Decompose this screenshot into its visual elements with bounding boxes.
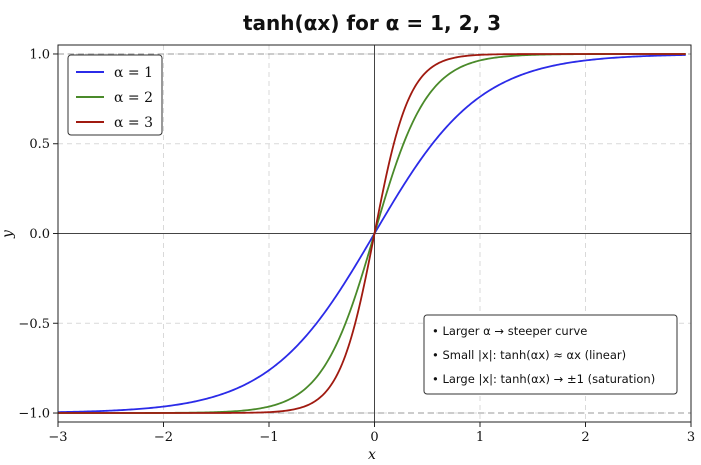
- x-tick-label-1: −2: [154, 430, 173, 445]
- legend: α = 1 α = 2 α = 3: [67, 54, 163, 136]
- x-tick-label-6: 3: [687, 430, 695, 445]
- x-tick-label-2: −1: [259, 430, 278, 445]
- x-axis-label: x: [368, 447, 376, 463]
- x-ticks: −3 −2 −1 0 1 2 3: [48, 422, 695, 445]
- series-line-alpha-1: [57, 54, 686, 414]
- y-tick-label-1: −0.5: [18, 317, 50, 332]
- annotation-line-2: • Small |x|: tanh(αx) ≈ αx (linear): [432, 348, 626, 362]
- annotation-line-3: • Large |x|: tanh(αx) → ±1 (saturation): [432, 372, 655, 386]
- annotation-box: • Larger α → steeper curve • Small |x|: …: [423, 314, 678, 395]
- series-line-alpha-3: [58, 53, 686, 414]
- chart-title: tanh(αx) for α = 1, 2, 3: [243, 11, 501, 35]
- annotation-line-1: • Larger α → steeper curve: [432, 324, 587, 338]
- y-axis-label: y: [0, 229, 16, 239]
- x-tick-label-3: 0: [370, 430, 378, 445]
- x-tick-label-5: 2: [581, 430, 589, 445]
- y-tick-label-2: 0.0: [29, 227, 50, 242]
- y-tick-label-3: 0.5: [29, 137, 50, 152]
- legend-label-alpha-2: α = 2: [114, 90, 153, 106]
- legend-label-alpha-1: α = 1: [114, 65, 153, 81]
- y-tick-label-0: −1.0: [18, 407, 50, 422]
- annotation-frame: [423, 314, 678, 395]
- x-tick-label-0: −3: [48, 430, 67, 445]
- y-ticks: −1.0 −0.5 0.0 0.5 1.0: [18, 47, 58, 422]
- series-lines: [57, 53, 686, 414]
- y-tick-label-4: 1.0: [29, 47, 50, 62]
- legend-box: [67, 54, 163, 136]
- legend-label-alpha-3: α = 3: [114, 115, 153, 131]
- x-tick-label-4: 1: [476, 430, 484, 445]
